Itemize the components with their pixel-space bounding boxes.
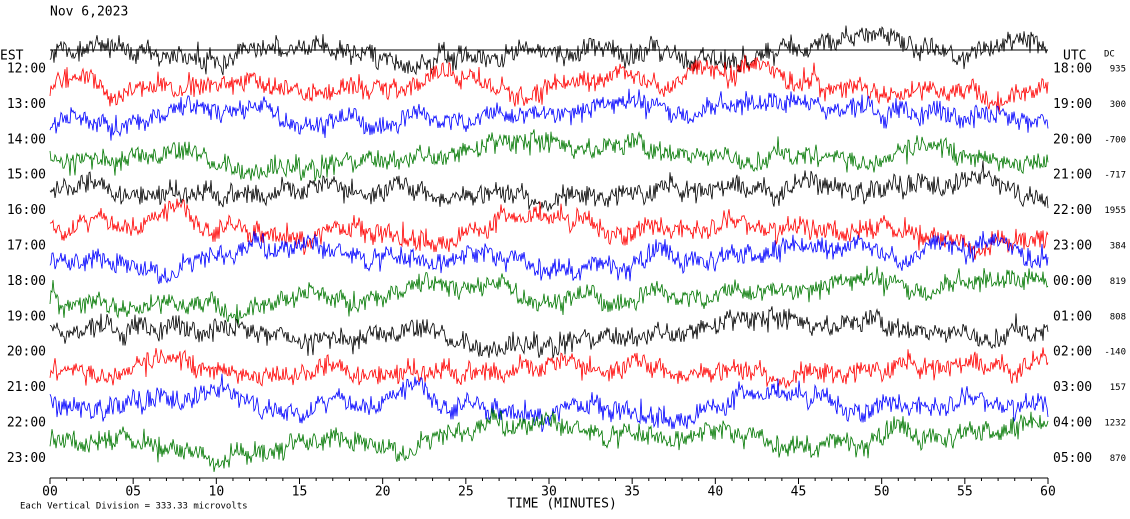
dc-value: 1955 bbox=[1104, 206, 1126, 216]
dc-value: 1232 bbox=[1104, 419, 1126, 429]
x-tick-label: 00 bbox=[42, 485, 58, 500]
utc-label: 18:00 bbox=[1053, 62, 1092, 77]
left-zone: EST bbox=[0, 49, 24, 64]
est-label: 18:00 bbox=[7, 274, 46, 289]
dc-value: 300 bbox=[1110, 100, 1126, 110]
utc-label: 01:00 bbox=[1053, 309, 1092, 324]
utc-label: 04:00 bbox=[1053, 416, 1092, 431]
utc-label: 20:00 bbox=[1053, 132, 1092, 147]
utc-label: 23:00 bbox=[1053, 239, 1092, 254]
trace bbox=[49, 25, 1049, 76]
x-tick-label: 50 bbox=[874, 485, 890, 500]
x-axis-label: TIME (MINUTES) bbox=[507, 497, 617, 512]
scale-note: Each Vertical Division = 333.33 microvol… bbox=[20, 502, 248, 512]
x-tick-label: 30 bbox=[541, 485, 557, 500]
trace bbox=[49, 88, 1049, 141]
traces bbox=[49, 25, 1049, 472]
trace bbox=[49, 230, 1049, 285]
right-zone: UTC bbox=[1063, 49, 1086, 64]
dc-label: DC bbox=[1104, 50, 1115, 60]
dc-value: 819 bbox=[1110, 277, 1126, 287]
utc-label: 03:00 bbox=[1053, 380, 1092, 395]
dc-value: 935 bbox=[1110, 65, 1126, 75]
x-tick-label: 15 bbox=[292, 485, 308, 500]
trace bbox=[49, 160, 1049, 213]
x-tick-label: 20 bbox=[375, 485, 391, 500]
est-label: 20:00 bbox=[7, 345, 46, 360]
dc-value: 384 bbox=[1110, 242, 1126, 252]
trace bbox=[49, 198, 1049, 260]
est-label: 17:00 bbox=[7, 239, 46, 254]
utc-label: 05:00 bbox=[1053, 451, 1092, 466]
trace bbox=[49, 129, 1049, 182]
dc-value: 157 bbox=[1110, 383, 1126, 393]
x-tick-label: 05 bbox=[125, 485, 141, 500]
est-label: 13:00 bbox=[7, 97, 46, 112]
utc-label: 21:00 bbox=[1053, 168, 1092, 183]
dc-value: -700 bbox=[1104, 135, 1126, 145]
utc-label: 22:00 bbox=[1053, 203, 1092, 218]
x-tick-label: 55 bbox=[957, 485, 973, 500]
x-tick-label: 10 bbox=[209, 485, 225, 500]
dc-value: -140 bbox=[1104, 348, 1126, 358]
est-label: 16:00 bbox=[7, 203, 46, 218]
utc-label: 19:00 bbox=[1053, 97, 1092, 112]
x-tick-label: 25 bbox=[458, 485, 474, 500]
est-label: 19:00 bbox=[7, 309, 46, 324]
est-label: 21:00 bbox=[7, 380, 46, 395]
dc-value: 870 bbox=[1110, 454, 1126, 464]
est-label: 14:00 bbox=[7, 132, 46, 147]
trace bbox=[49, 306, 1049, 359]
trace bbox=[49, 54, 1049, 114]
x-tick-label: 60 bbox=[1040, 485, 1056, 500]
trace bbox=[49, 373, 1049, 433]
utc-label: 00:00 bbox=[1053, 274, 1092, 289]
trace bbox=[49, 408, 1049, 472]
trace bbox=[49, 347, 1049, 390]
dc-value: 808 bbox=[1110, 312, 1126, 322]
utc-label: 02:00 bbox=[1053, 345, 1092, 360]
x-tick-label: 40 bbox=[708, 485, 724, 500]
est-label: 23:00 bbox=[7, 451, 46, 466]
dc-value: -717 bbox=[1104, 171, 1126, 181]
est-label: 12:00 bbox=[7, 62, 46, 77]
x-tick-label: 35 bbox=[624, 485, 640, 500]
est-label: 22:00 bbox=[7, 416, 46, 431]
x-tick-label: 45 bbox=[791, 485, 807, 500]
est-label: 15:00 bbox=[7, 168, 46, 183]
trace bbox=[49, 265, 1049, 327]
date: Nov 6,2023 bbox=[50, 5, 128, 20]
